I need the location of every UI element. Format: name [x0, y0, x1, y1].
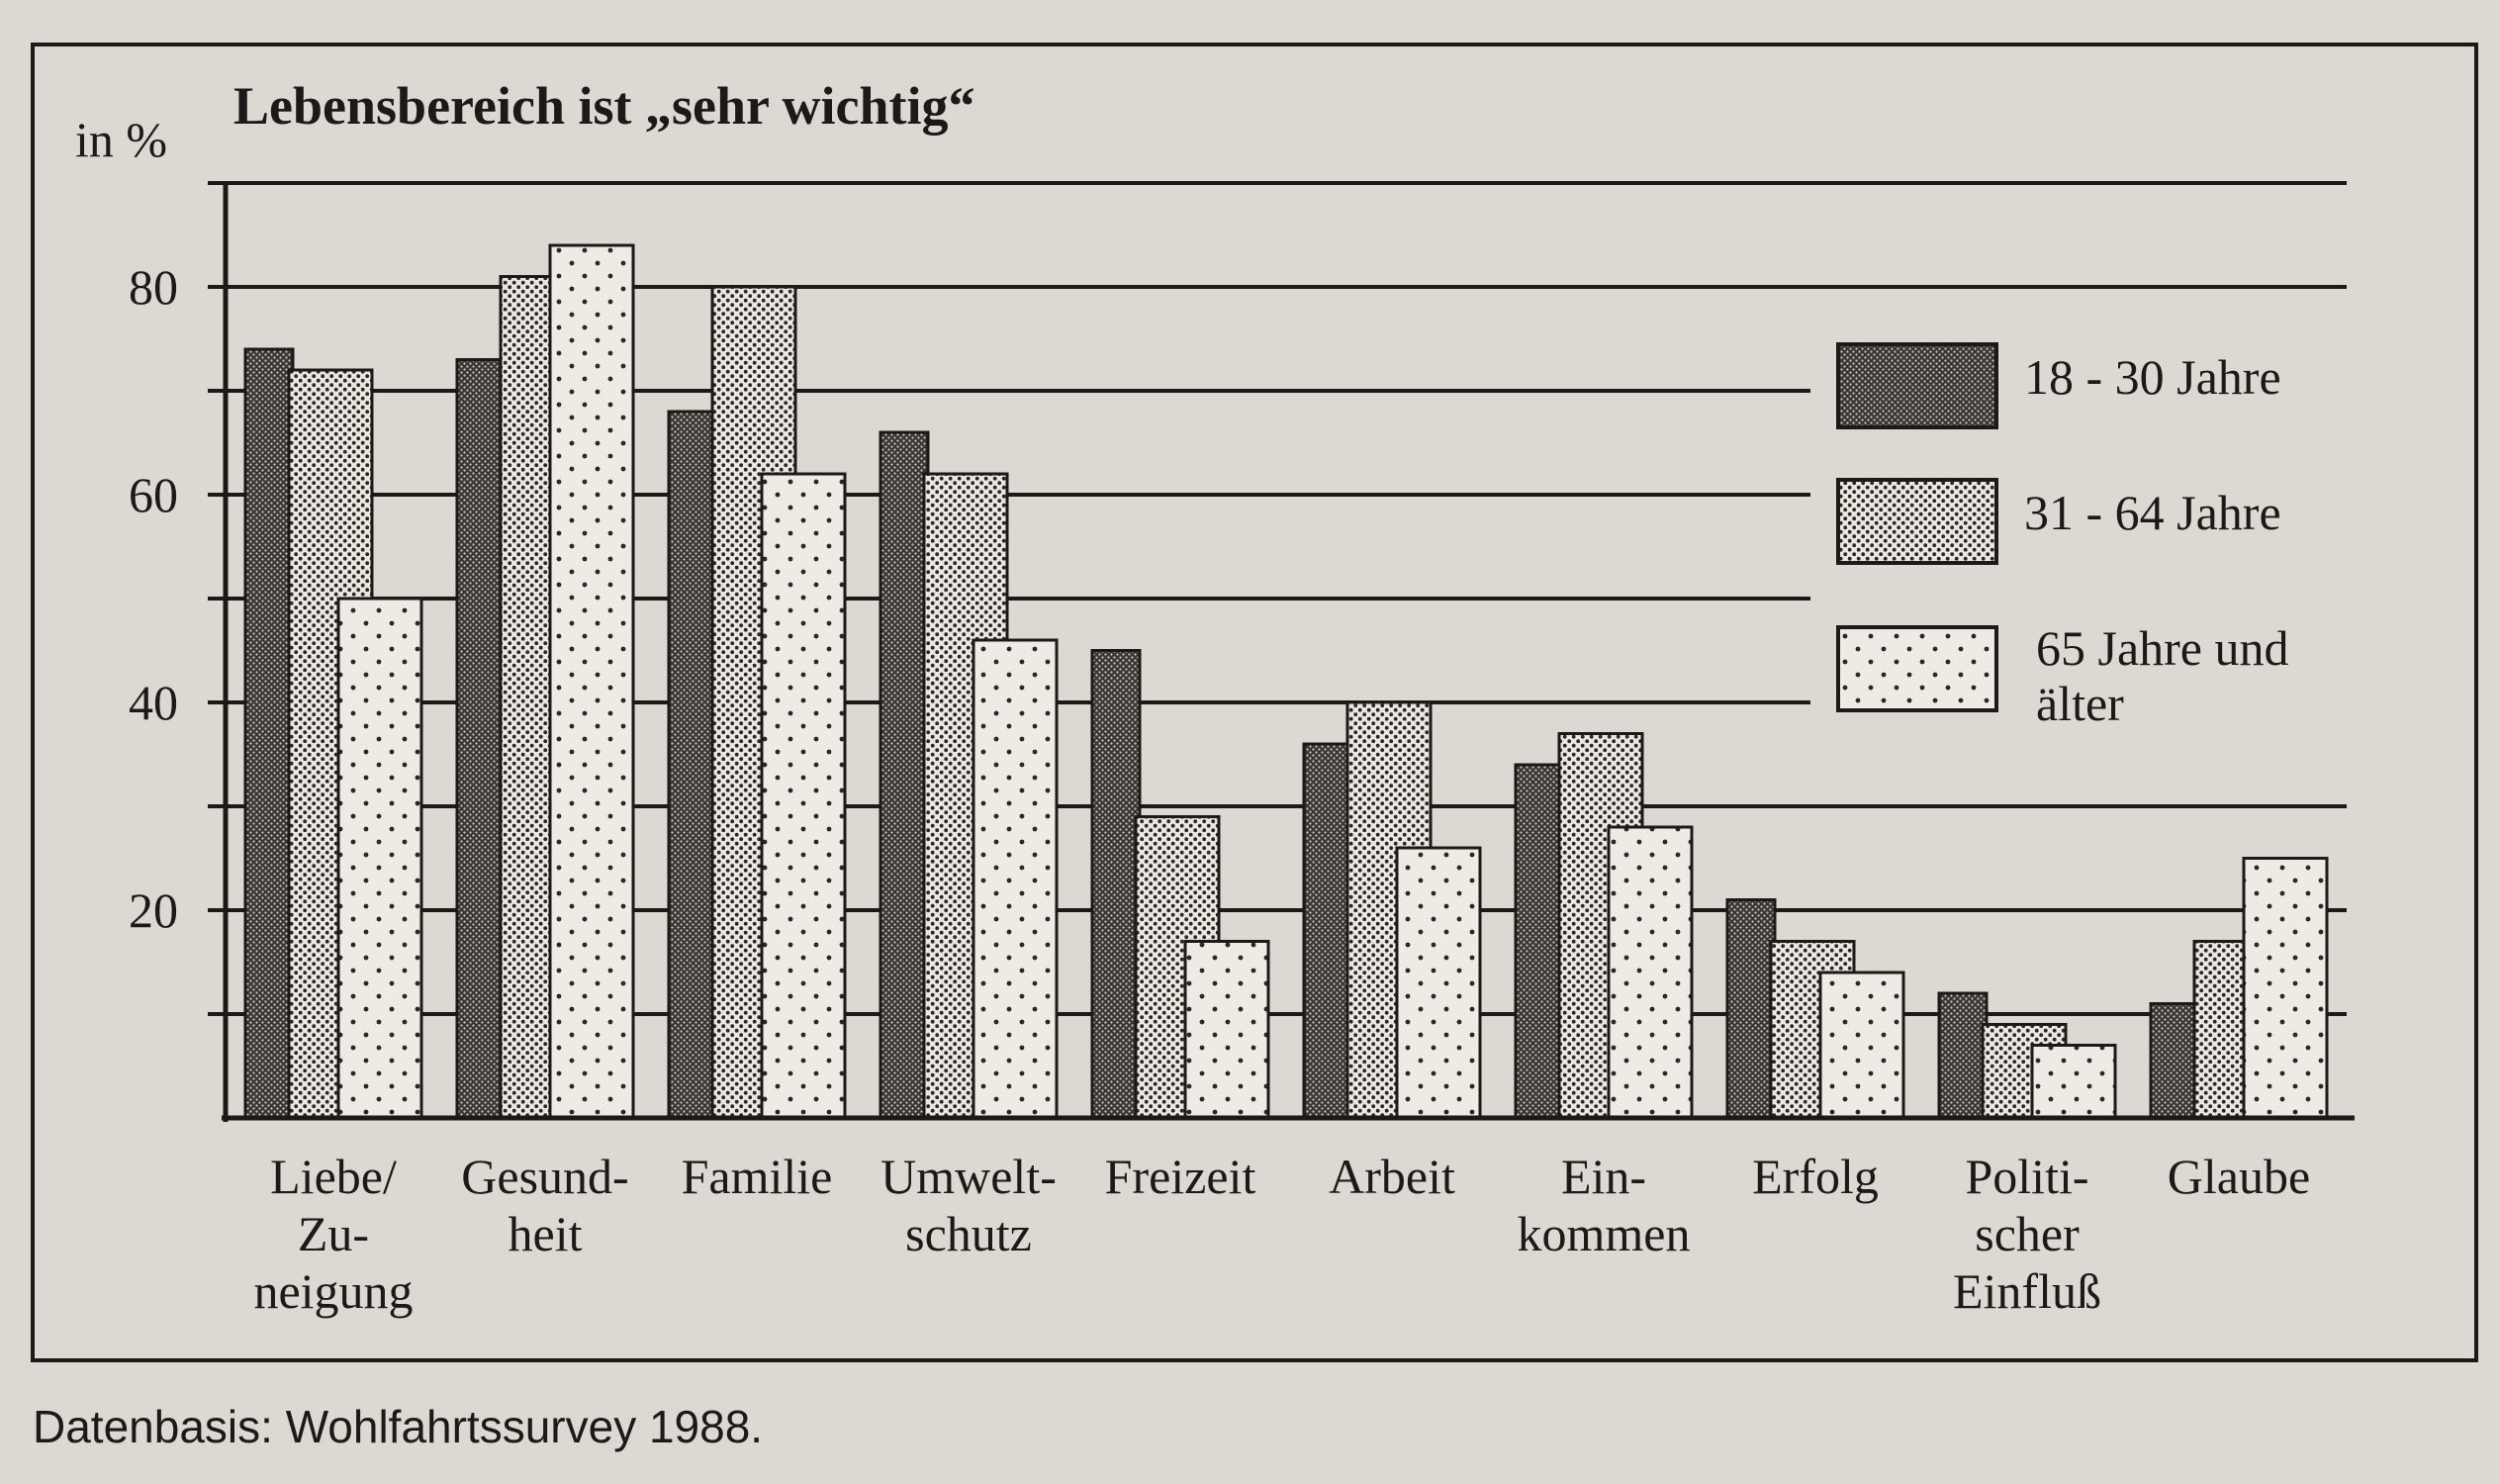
x-category-label: Freizeit: [1105, 1149, 1256, 1204]
bar-dark-9: [2149, 1002, 2200, 1120]
y-axis-unit-label: in %: [75, 112, 167, 167]
bar-dark-2: [667, 410, 718, 1120]
bar-light-2: [760, 472, 847, 1120]
x-category-label: heit: [509, 1206, 583, 1261]
legend-label-18-30: 18 - 30 Jahre: [2024, 349, 2281, 405]
x-category-label: Erfolg: [1752, 1149, 1879, 1204]
bar-light-4: [1183, 940, 1270, 1120]
bar-light-3: [972, 638, 1059, 1120]
bar-dark-1: [455, 358, 507, 1120]
y-tick-labels: 20 40 60 80: [129, 259, 178, 938]
legend-swatch-65-plus: [1836, 625, 1998, 712]
bar-dark-8: [1937, 991, 1989, 1120]
y-tick-label: 60: [129, 467, 178, 522]
bar-light-1: [548, 243, 635, 1120]
bar-dark-6: [1514, 763, 1565, 1120]
bar-light-8: [2030, 1044, 2117, 1120]
bars: [243, 243, 2329, 1120]
y-tick-label: 40: [129, 675, 178, 730]
bar-light-5: [1395, 846, 1482, 1120]
y-tick-label: 20: [129, 882, 178, 938]
x-category-label: Liebe/: [270, 1149, 397, 1204]
x-category-label: Ein-: [1561, 1149, 1646, 1204]
bar-dark-7: [1725, 898, 1777, 1120]
axes: [222, 183, 2355, 1122]
x-category-label: kommen: [1518, 1206, 1691, 1261]
legend-label-31-64: 31 - 64 Jahre: [2024, 485, 2281, 540]
x-category-label: Gesund-: [461, 1149, 628, 1204]
bar-light-7: [1818, 971, 1905, 1120]
y-tick-label: 80: [129, 259, 178, 315]
bar-light-0: [336, 597, 423, 1120]
x-category-label: Zu-: [298, 1206, 369, 1261]
x-category-label: schutz: [905, 1206, 1032, 1261]
legend-label-65-plus-line-2: älter: [2036, 676, 2124, 731]
x-category-label: Arbeit: [1329, 1149, 1455, 1204]
legend-swatch-31-64: [1836, 478, 1998, 565]
bar-dark-3: [879, 430, 930, 1120]
x-category-label: Einfluß: [1953, 1263, 2101, 1319]
legend-swatch-18-30: [1836, 342, 1998, 429]
legend-label-65-plus-line-1: 65 Jahre und: [2036, 620, 2289, 676]
chart-title: Lebensbereich ist „sehr wichtig“: [233, 76, 975, 136]
bar-dark-0: [243, 347, 295, 1120]
bar-dark-4: [1090, 649, 1142, 1120]
x-category-label: neigung: [253, 1263, 413, 1319]
legend: 18 - 30 Jahre 31 - 64 Jahre 65 Jahre und…: [1836, 342, 2289, 731]
x-category-label: Politi-: [1965, 1149, 2088, 1204]
source-note: Datenbasis: Wohlfahrtssurvey 1988.: [33, 1401, 763, 1452]
bar-light-6: [1607, 825, 1694, 1120]
x-category-label: Glaube: [2168, 1149, 2310, 1204]
x-category-label: Familie: [682, 1149, 833, 1204]
x-category-label: Umwelt-: [880, 1149, 1057, 1204]
x-category-labels: Liebe/Zu-neigung Gesund-heit Familie Umwelt…: [253, 1149, 2310, 1319]
x-category-label: scher: [1975, 1206, 2080, 1261]
bar-dark-5: [1302, 742, 1353, 1120]
bar-light-9: [2242, 857, 2329, 1120]
figure-frame: [31, 43, 2478, 1362]
